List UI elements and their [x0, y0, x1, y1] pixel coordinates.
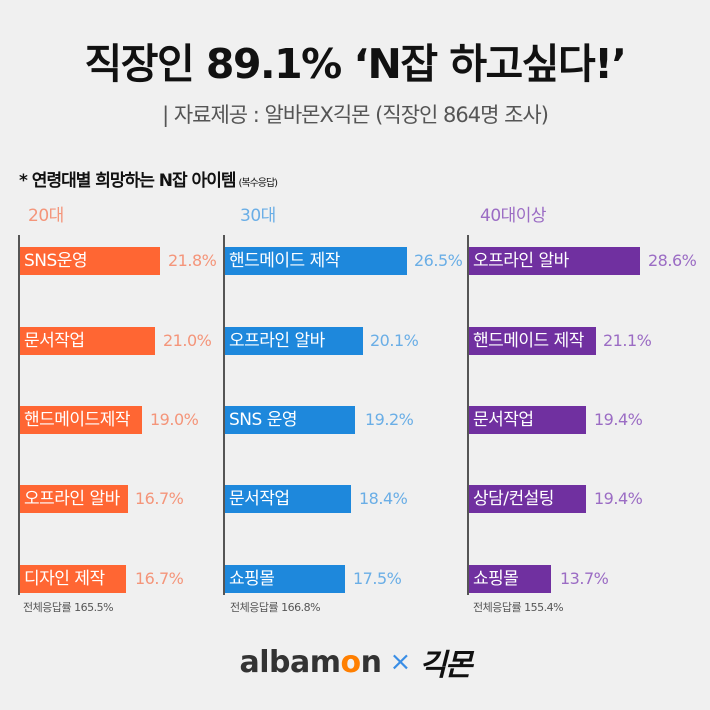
bar-40s-5: 쇼핑몰 [469, 565, 551, 593]
bar-20s-4: 오프라인 알바 [20, 485, 128, 513]
total-30s: 전체응답률 166.8% [230, 601, 321, 614]
group-header-40s-plus: 40대이상 [480, 206, 547, 226]
albamon-logo-text-a: albam [239, 644, 342, 680]
bar-40s-2: 핸드메이드 제작 [469, 327, 596, 355]
bar-20s-1: SNS운영 [20, 247, 160, 275]
bar-40s-1: 오프라인 알바 [469, 247, 640, 275]
value-40s-5: 13.7% [560, 569, 609, 588]
value-40s-1: 28.6% [648, 251, 697, 270]
value-40s-2: 21.1% [603, 331, 652, 350]
bar-40s-4: 상담/컨설팅 [469, 485, 586, 513]
bar-30s-3: SNS 운영 [225, 406, 355, 434]
value-40s-4: 19.4% [594, 489, 643, 508]
chart-heading-note: (복수응답) [238, 178, 278, 189]
axis-line-40s-plus [467, 235, 469, 595]
bar-20s-2: 문서작업 [20, 327, 155, 355]
gigmon-logo: 긱몬 [419, 648, 472, 683]
bar-20s-5: 디자인 제작 [20, 565, 126, 593]
value-20s-1: 21.8% [168, 251, 217, 270]
source-subtitle: | 자료제공 : 알바몬X긱몬 (직장인 864명 조사) [162, 103, 549, 127]
value-40s-3: 19.4% [594, 410, 643, 429]
bar-30s-2: 오프라인 알바 [225, 327, 363, 355]
axis-line-20s [18, 235, 20, 595]
value-30s-5: 17.5% [353, 569, 402, 588]
value-30s-2: 20.1% [370, 331, 419, 350]
value-20s-5: 16.7% [135, 569, 184, 588]
bar-20s-3: 핸드메이드제작 [20, 406, 142, 434]
bar-40s-3: 문서작업 [469, 406, 586, 434]
albamon-logo-cat-o: o [340, 644, 362, 680]
value-30s-3: 19.2% [365, 410, 414, 429]
total-20s: 전체응답률 165.5% [23, 601, 114, 614]
footer-logos: albamon × 긱몬 [0, 640, 710, 684]
chart-heading-text: * 연령대별 희망하는 N잡 아이템 [19, 171, 236, 191]
albamon-logo-text-b: n [360, 644, 382, 680]
chart-heading: * 연령대별 희망하는 N잡 아이템 (복수응답) [19, 166, 278, 191]
albamon-logo: albamon [240, 645, 382, 680]
bar-30s-4: 문서작업 [225, 485, 351, 513]
value-30s-1: 26.5% [414, 251, 463, 270]
group-header-20s: 20대 [28, 206, 64, 226]
total-40s-plus: 전체응답률 155.4% [473, 601, 564, 614]
collab-x-icon: × [389, 647, 412, 677]
page-title: 직장인 89.1% ‘N잡 하고싶다!’ [84, 40, 627, 88]
bar-30s-5: 쇼핑몰 [225, 565, 345, 593]
axis-line-30s [223, 235, 225, 595]
value-20s-2: 21.0% [163, 331, 212, 350]
value-20s-3: 19.0% [150, 410, 199, 429]
value-20s-4: 16.7% [135, 489, 184, 508]
bar-30s-1: 핸드메이드 제작 [225, 247, 407, 275]
group-header-30s: 30대 [240, 206, 276, 226]
value-30s-4: 18.4% [359, 489, 408, 508]
